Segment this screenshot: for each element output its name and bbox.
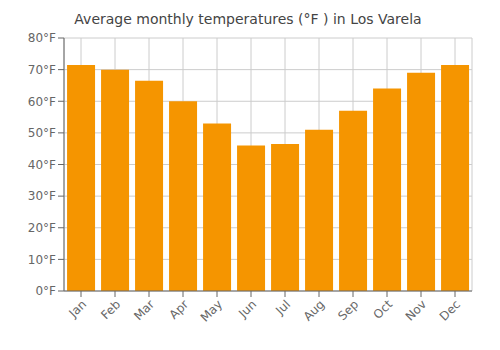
svg-text:20°F: 20°F <box>28 221 56 235</box>
svg-text:80°F: 80°F <box>28 31 56 45</box>
svg-text:0°F: 0°F <box>35 284 56 298</box>
svg-text:May: May <box>198 297 225 324</box>
svg-text:50°F: 50°F <box>28 126 56 140</box>
svg-text:40°F: 40°F <box>28 158 56 172</box>
html-text:Average monthly temperatures (: Average monthly temperatures (°F ) in Lo… <box>74 11 422 27</box>
svg-text:Sep: Sep <box>335 297 361 323</box>
svg-text:60°F: 60°F <box>28 95 56 109</box>
svg-text:Jul: Jul <box>272 297 293 318</box>
svg-text:Aug: Aug <box>301 297 327 323</box>
svg-text:Dec: Dec <box>437 297 463 323</box>
svg-text:70°F: 70°F <box>28 63 56 77</box>
svg-text:Jun: Jun <box>235 297 259 321</box>
svg-text:Mar: Mar <box>131 297 157 323</box>
svg-text:Apr: Apr <box>167 297 192 322</box>
svg-text:30°F: 30°F <box>28 189 56 203</box>
svg-text:Jan: Jan <box>65 297 89 321</box>
svg-text:Oct: Oct <box>371 297 396 322</box>
svg-text:10°F: 10°F <box>28 253 56 267</box>
svg-text:Feb: Feb <box>98 297 123 322</box>
svg-text:Nov: Nov <box>403 297 429 323</box>
